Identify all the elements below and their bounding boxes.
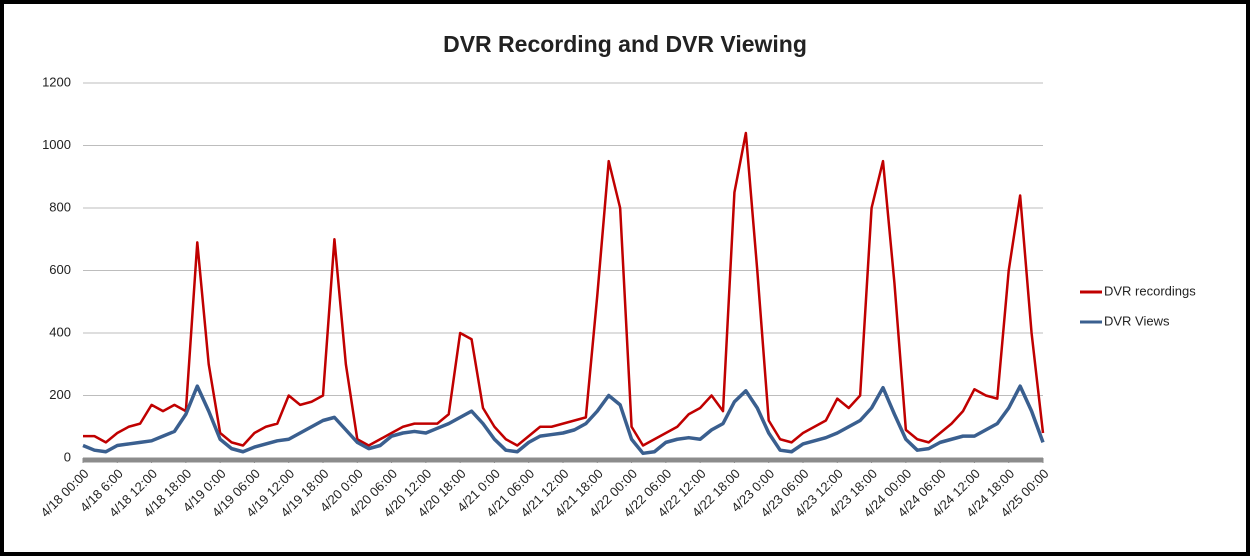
y-tick-label: 800	[49, 199, 71, 214]
legend-label: DVR Views	[1104, 313, 1170, 328]
series-line	[82, 384, 1045, 456]
chart-title: DVR Recording and DVR Viewing	[443, 31, 807, 57]
y-tick-label: 400	[49, 324, 71, 339]
y-tick-label: 600	[49, 262, 71, 277]
series-line	[83, 131, 1045, 447]
y-tick-label: 1200	[42, 74, 71, 89]
y-tick-label: 200	[49, 387, 71, 402]
legend-label: DVR recordings	[1104, 283, 1196, 298]
y-tick-label: 1000	[42, 137, 71, 152]
y-tick-label: 0	[64, 449, 71, 464]
